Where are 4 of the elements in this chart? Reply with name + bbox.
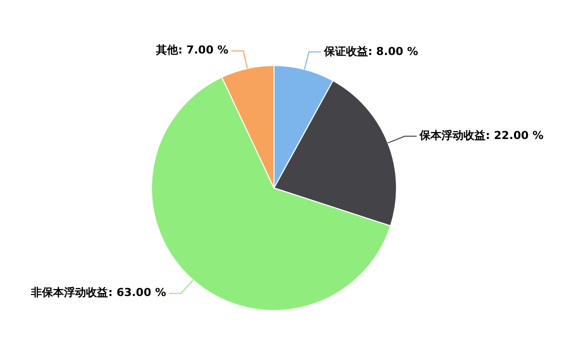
slice-label: 其他: 7.00 % <box>155 44 228 57</box>
slice-label: 保本浮动收益: 22.00 % <box>418 129 544 142</box>
slice-label: 非保本浮动收益: 63.00 % <box>30 286 166 300</box>
slice-label: 保证收益: 8.00 % <box>322 44 418 58</box>
